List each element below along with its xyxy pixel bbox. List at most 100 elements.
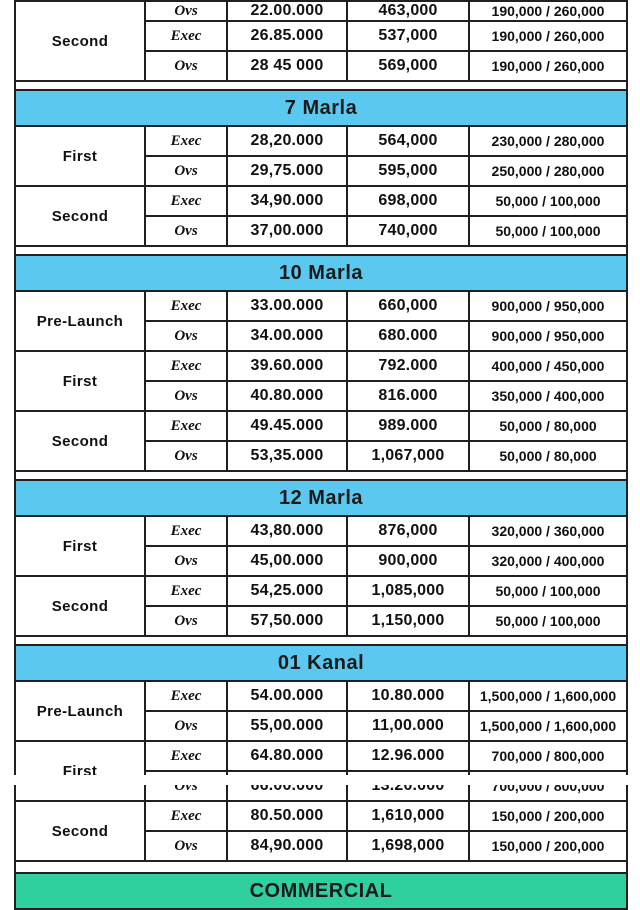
- table-row: Ovs 40.80.000 816.000 350,000 / 400,000: [15, 380, 628, 412]
- installment-cell: 740,000: [346, 215, 470, 247]
- total-price-cell: 33.00.000: [226, 290, 348, 322]
- phase-cell: Pre-Launch: [14, 290, 146, 352]
- booking-cell: 150,000 / 200,000: [468, 830, 628, 862]
- section-banner-10-marla: 10 Marla: [14, 254, 628, 292]
- booking-cell: 320,000 / 400,000: [468, 545, 628, 577]
- installment-cell: 816.000: [346, 380, 470, 412]
- booking-cell: 50,000 / 100,000: [468, 605, 628, 637]
- category-cell: Exec: [144, 515, 228, 547]
- phase-cell: Second: [14, 185, 146, 247]
- total-price-cell: 37,00.000: [226, 215, 348, 247]
- table-row: Pre-Launch Exec 54.00.000 10.80.000 1,50…: [14, 680, 628, 742]
- booking-cell: 250,000 / 280,000: [468, 155, 628, 187]
- total-price-cell: 57,50.000: [226, 605, 348, 637]
- installment-cell: 876,000: [346, 515, 470, 547]
- booking-cell: 50,000 / 80,000: [468, 440, 628, 472]
- category-cell: Exec: [144, 410, 228, 442]
- table-row: Ovs 57,50.000 1,150,000 50,000 / 100,000: [15, 605, 628, 637]
- category-cell: Ovs: [144, 50, 228, 82]
- total-price-cell: 26.85.000: [226, 20, 348, 52]
- table-row: First Exec 43,80.000 876,000 320,000 / 3…: [14, 515, 628, 577]
- installment-cell: 900,000: [346, 545, 470, 577]
- category-cell: Exec: [144, 185, 228, 217]
- category-cell: Ovs: [144, 545, 228, 577]
- table-row: Second Exec 80.50.000 1,610,000 150,000 …: [14, 800, 628, 862]
- booking-cell: 900,000 / 950,000: [468, 320, 628, 352]
- booking-cell: 50,000 / 100,000: [468, 215, 628, 247]
- booking-cell: 700,000 / 800,000: [468, 740, 628, 772]
- installment-cell: 12.96.000: [346, 740, 470, 772]
- table-row: Ovs 37,00.000 740,000 50,000 / 100,000: [15, 215, 628, 247]
- section-banner-label: 01 Kanal: [16, 646, 626, 680]
- installment-cell: 1,150,000: [346, 605, 470, 637]
- table-row: Ovs 28 45 000 569,000 190,000 / 260,000: [15, 50, 628, 82]
- category-cell: Exec: [144, 20, 228, 52]
- table-row: Second Exec 49.45.000 989.000 50,000 / 8…: [14, 410, 628, 472]
- phase-cell: Second: [14, 410, 146, 472]
- category-cell: Exec: [144, 740, 228, 772]
- booking-cell: 50,000 / 80,000: [468, 410, 628, 442]
- total-price-cell: 34,90.000: [226, 185, 348, 217]
- total-price-cell: 29,75.000: [226, 155, 348, 187]
- booking-cell: 150,000 / 200,000: [468, 800, 628, 832]
- phase-cell: Pre-Launch: [14, 680, 146, 742]
- phase-cell: First: [14, 350, 146, 412]
- booking-cell: 50,000 / 100,000: [468, 185, 628, 217]
- section-banner-commercial: COMMERCIAL: [14, 872, 628, 910]
- installment-cell: 680.000: [346, 320, 470, 352]
- booking-cell: 50,000 / 100,000: [468, 575, 628, 607]
- section-banner-label: 12 Marla: [16, 481, 626, 515]
- table-row: Exec 26.85.000 537,000 190,000 / 260,000: [15, 20, 628, 52]
- category-cell: Exec: [144, 800, 228, 832]
- booking-cell: 190,000 / 260,000: [468, 20, 628, 52]
- total-price-cell: 39.60.000: [226, 350, 348, 382]
- total-price-cell: 55,00.000: [226, 710, 348, 742]
- phase-cell: Second: [14, 575, 146, 637]
- installment-cell: 1,085,000: [346, 575, 470, 607]
- total-price-cell: 80.50.000: [226, 800, 348, 832]
- total-price-cell: 28,20.000: [226, 125, 348, 157]
- total-price-cell: 53,35.000: [226, 440, 348, 472]
- section-banner-label: COMMERCIAL: [16, 874, 626, 908]
- total-price-cell: 49.45.000: [226, 410, 348, 442]
- total-price-cell: 64.80.000: [226, 740, 348, 772]
- total-price-cell: 54.00.000: [226, 680, 348, 712]
- installment-cell: 10.80.000: [346, 680, 470, 712]
- phase-cell: First: [14, 740, 146, 802]
- section-banner-label: 7 Marla: [16, 91, 626, 125]
- table-row: Ovs 53,35.000 1,067,000 50,000 / 80,000: [15, 440, 628, 472]
- booking-cell: 400,000 / 450,000: [468, 350, 628, 382]
- table-row: Second Exec 34,90.000 698,000 50,000 / 1…: [14, 185, 628, 247]
- total-price-cell: 22.00.000: [226, 0, 348, 22]
- category-cell: Exec: [144, 125, 228, 157]
- installment-cell: 989.000: [346, 410, 470, 442]
- table-row: First Exec 39.60.000 792.000 400,000 / 4…: [14, 350, 628, 412]
- table-row: Ovs 29,75.000 595,000 250,000 / 280,000: [15, 155, 628, 187]
- booking-cell: 190,000 / 260,000: [468, 50, 628, 82]
- booking-cell: 190,000 / 260,000: [468, 0, 628, 22]
- category-cell: Ovs: [144, 155, 228, 187]
- table-row: Ovs 34.00.000 680.000 900,000 / 950,000: [15, 320, 628, 352]
- booking-cell: 350,000 / 400,000: [468, 380, 628, 412]
- category-cell: Ovs: [144, 440, 228, 472]
- section-banner-label: 10 Marla: [16, 256, 626, 290]
- phase-cell: Second: [14, 800, 146, 862]
- booking-cell: 1,500,000 / 1,600,000: [468, 710, 628, 742]
- table-row: Pre-Launch Exec 33.00.000 660,000 900,00…: [14, 290, 628, 352]
- category-cell: Ovs: [144, 0, 228, 22]
- category-cell: Ovs: [144, 830, 228, 862]
- page-bottom-edge: [0, 775, 640, 785]
- installment-cell: 792.000: [346, 350, 470, 382]
- category-cell: Exec: [144, 575, 228, 607]
- installment-cell: 11,00.000: [346, 710, 470, 742]
- table-row: Second Ovs 22.00.000 463,000 190,000 / 2…: [14, 0, 628, 82]
- table-row: First Exec 28,20.000 564,000 230,000 / 2…: [14, 125, 628, 187]
- total-price-cell: 34.00.000: [226, 320, 348, 352]
- installment-cell: 595,000: [346, 155, 470, 187]
- category-cell: Ovs: [144, 605, 228, 637]
- total-price-cell: 43,80.000: [226, 515, 348, 547]
- installment-cell: 537,000: [346, 20, 470, 52]
- section-banner-7-marla: 7 Marla: [14, 89, 628, 127]
- category-cell: Ovs: [144, 215, 228, 247]
